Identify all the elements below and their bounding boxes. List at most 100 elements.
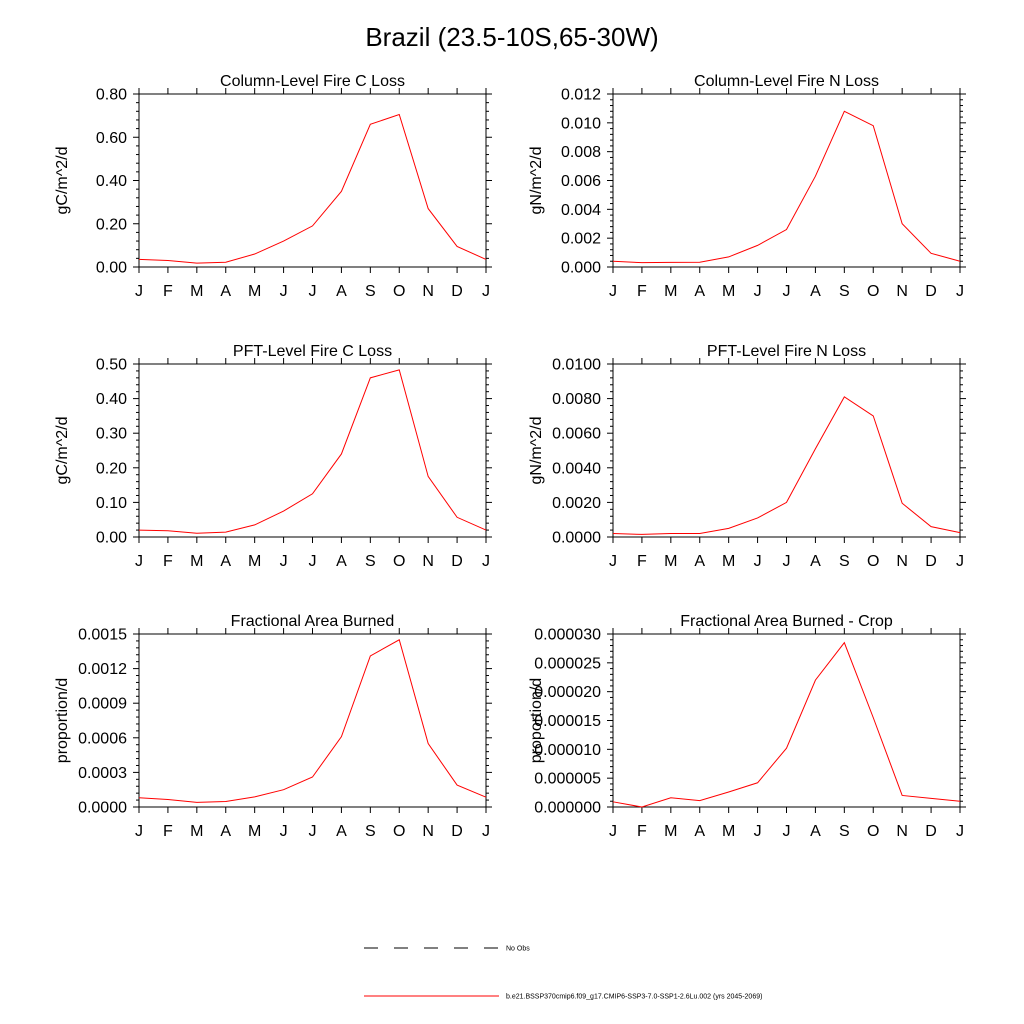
- plot-frame: [138, 633, 487, 808]
- legend-label: No Obs: [506, 946, 530, 953]
- y-tick-label: 0.0060: [552, 426, 601, 443]
- series-line: [612, 110, 961, 264]
- y-tick-label: 0.000015: [534, 713, 601, 730]
- x-tick-label: J: [956, 553, 964, 570]
- y-tick-label: 0.000010: [534, 742, 601, 759]
- y-tick-label: 0.0000: [78, 800, 127, 817]
- x-tick-label: J: [956, 283, 964, 300]
- x-tick-label: J: [956, 823, 964, 840]
- y-tick-label: 0.0040: [552, 460, 601, 477]
- x-tick-label: D: [451, 553, 463, 570]
- x-tick-label: A: [220, 823, 231, 840]
- plot-frame: [612, 363, 961, 538]
- x-tick-label: M: [664, 823, 677, 840]
- plot-frame: [138, 93, 487, 268]
- y-tick-label: 0.0100: [552, 357, 601, 374]
- series-line: [138, 369, 487, 534]
- x-tick-label: A: [336, 553, 347, 570]
- x-tick-label: J: [482, 283, 490, 300]
- x-tick-label: S: [839, 283, 850, 300]
- x-tick-label: N: [896, 283, 908, 300]
- y-tick-label: 0.10: [96, 495, 127, 512]
- chart-panel-2: Column-Level Fire N Loss gN/m^2/d 0.000 0.0…: [528, 73, 966, 300]
- y-tick-label: 0.0000: [552, 530, 601, 547]
- x-tick-label: F: [163, 553, 173, 570]
- x-tick-label: A: [694, 283, 705, 300]
- y-tick-label: 0.010: [561, 115, 601, 132]
- x-tick-label: O: [867, 553, 879, 570]
- x-tick-label: A: [810, 283, 821, 300]
- x-tick-label: M: [248, 823, 261, 840]
- legend-label: b.e21.BSSP370cmip6.f09_g17.CMIP6-SSP3-7.…: [506, 994, 762, 1001]
- y-tick-label: 0.30: [96, 426, 127, 443]
- x-tick-label: S: [839, 553, 850, 570]
- x-tick-label: S: [365, 553, 376, 570]
- x-tick-label: A: [220, 283, 231, 300]
- y-tick-label: 0.80: [96, 87, 127, 104]
- x-tick-label: F: [637, 553, 647, 570]
- legend: No Obs b.e21.BSSP370cmip6.f09_g17.CMIP6-S…: [364, 946, 762, 1001]
- x-tick-label: S: [365, 283, 376, 300]
- y-tick-label: 0.60: [96, 130, 127, 147]
- x-tick-label: J: [135, 823, 143, 840]
- y-tick-label: 0.000030: [534, 627, 601, 644]
- y-tick-label: 0.50: [96, 357, 127, 374]
- x-tick-label: A: [220, 553, 231, 570]
- x-tick-label: J: [754, 553, 762, 570]
- x-tick-label: O: [393, 553, 405, 570]
- chart-panel-3: PFT-Level Fire C Loss gC/m^2/d 0.00 0.10 0.2…: [54, 343, 492, 570]
- y-tick-label: 0.000005: [534, 771, 601, 788]
- x-tick-label: M: [190, 823, 203, 840]
- figure-title: Brazil (23.5-10S,65-30W): [365, 22, 659, 52]
- x-tick-label: J: [482, 553, 490, 570]
- x-tick-label: M: [248, 553, 261, 570]
- y-tick-label: 0.012: [561, 87, 601, 104]
- series-line: [612, 641, 961, 808]
- y-axis-label: proportion/d: [54, 678, 71, 763]
- x-tick-label: J: [754, 823, 762, 840]
- x-tick-label: O: [393, 283, 405, 300]
- y-axis-label: gC/m^2/d: [54, 147, 71, 215]
- y-tick-label: 0.20: [96, 460, 127, 477]
- y-tick-label: 0.20: [96, 216, 127, 233]
- series-line: [138, 113, 487, 264]
- plot-frame: [612, 93, 961, 268]
- y-axis-label: gC/m^2/d: [54, 417, 71, 485]
- y-tick-label: 0.00: [96, 530, 127, 547]
- y-tick-label: 0.006: [561, 173, 601, 190]
- x-tick-label: M: [664, 553, 677, 570]
- y-tick-label: 0.0080: [552, 391, 601, 408]
- x-tick-label: J: [309, 823, 317, 840]
- x-tick-label: M: [722, 823, 735, 840]
- chart-panel-6: Fractional Area Burned - Crop proportion/…: [528, 613, 966, 840]
- x-tick-label: J: [135, 553, 143, 570]
- y-tick-label: 0.0003: [78, 765, 127, 782]
- y-tick-label: 0.004: [561, 202, 601, 219]
- panel-title: PFT-Level Fire N Loss: [707, 343, 866, 360]
- y-tick-label: 0.002: [561, 231, 601, 248]
- x-tick-label: F: [637, 283, 647, 300]
- chart-panel-4: PFT-Level Fire N Loss gN/m^2/d 0.0000 0.002…: [528, 343, 966, 570]
- x-tick-label: M: [664, 283, 677, 300]
- x-tick-label: J: [482, 823, 490, 840]
- x-tick-label: M: [248, 283, 261, 300]
- y-tick-label: 0.0020: [552, 495, 601, 512]
- x-tick-label: D: [925, 283, 937, 300]
- y-axis-label: gN/m^2/d: [528, 417, 545, 485]
- x-tick-label: J: [280, 553, 288, 570]
- panel-title: Column-Level Fire C Loss: [220, 73, 405, 90]
- x-tick-label: N: [422, 553, 434, 570]
- x-tick-label: S: [365, 823, 376, 840]
- chart-panel-1: Column-Level Fire C Loss gC/m^2/d 0.00 0.20…: [54, 73, 492, 300]
- x-tick-label: D: [451, 823, 463, 840]
- series-line: [612, 396, 961, 535]
- x-tick-label: M: [190, 553, 203, 570]
- series-line: [138, 639, 487, 803]
- panel-title: Column-Level Fire N Loss: [694, 73, 879, 90]
- y-tick-label: 0.000020: [534, 684, 601, 701]
- y-tick-label: 0.0012: [78, 661, 127, 678]
- x-tick-label: J: [309, 553, 317, 570]
- y-tick-label: 0.40: [96, 391, 127, 408]
- plot-frame: [138, 363, 487, 538]
